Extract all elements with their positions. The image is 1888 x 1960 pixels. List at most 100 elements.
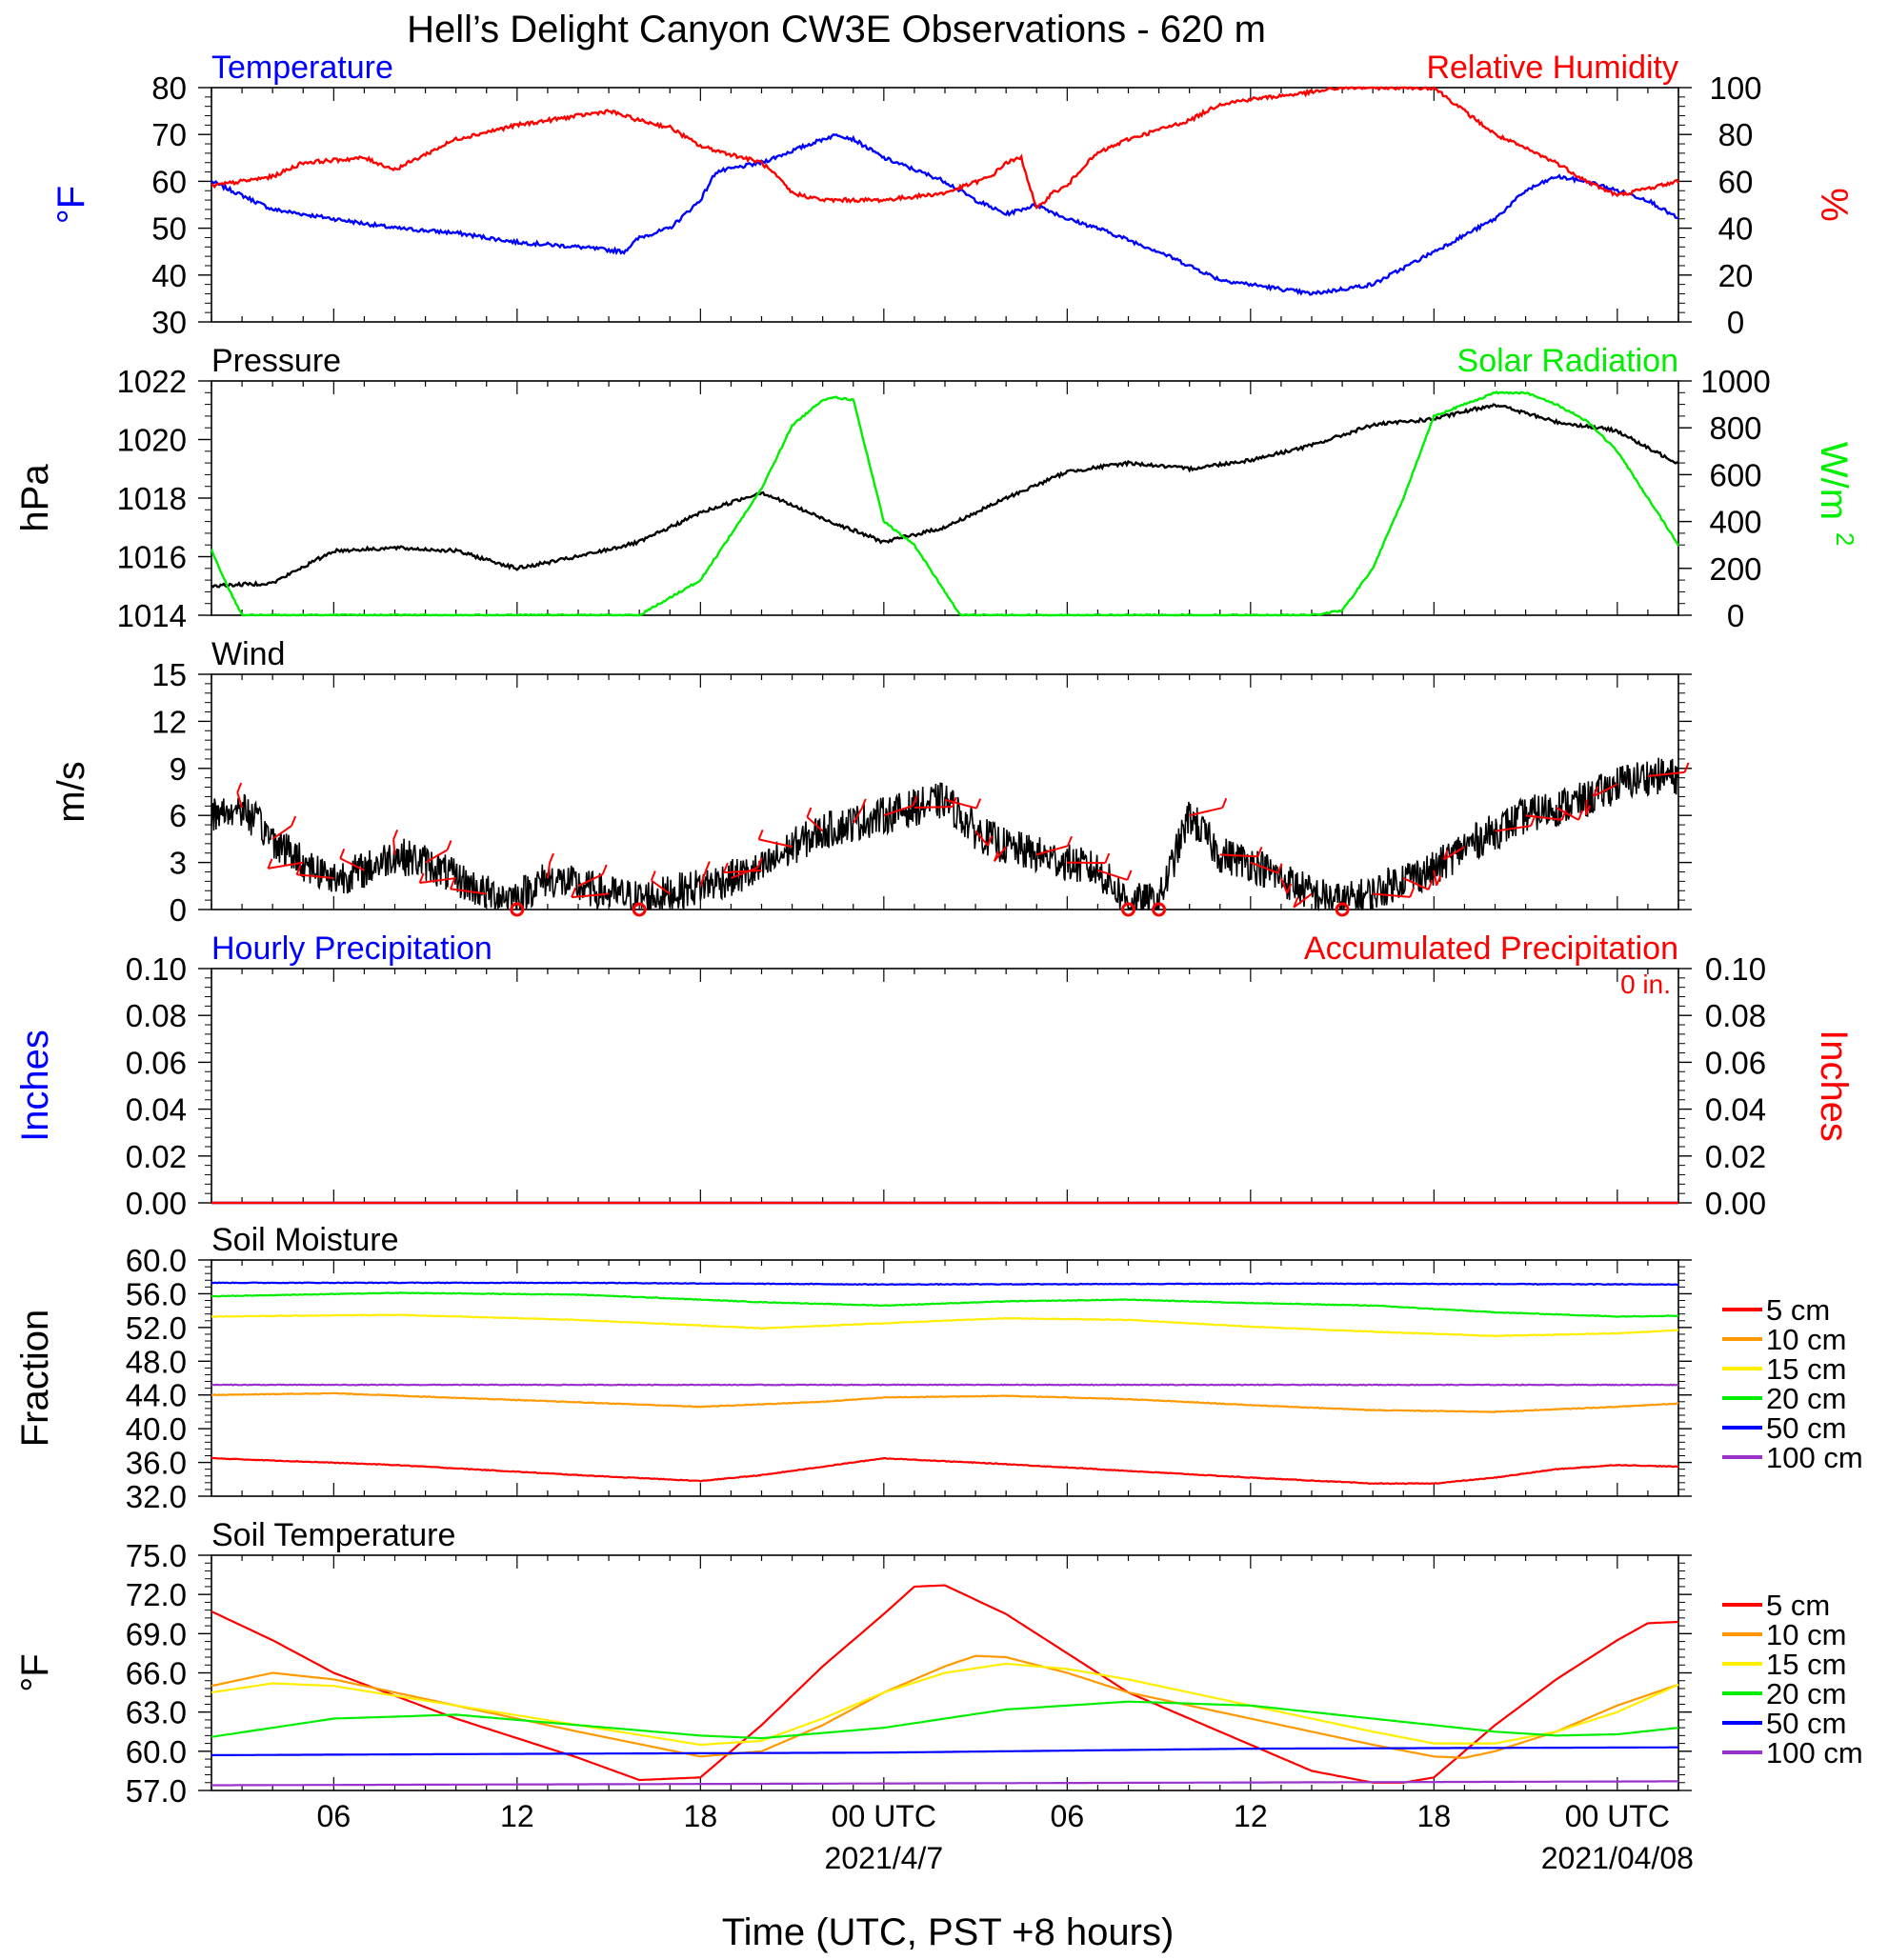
wind-barb-feather <box>756 857 763 869</box>
wind-y-tick-label: 3 <box>170 846 187 881</box>
temp-rh-y2-tick-label: 100 <box>1709 70 1761 106</box>
wind-barb <box>268 861 304 870</box>
temp-rh-y2-tick-label: 40 <box>1718 211 1754 247</box>
time-tick-label: 00 UTC <box>832 1799 936 1833</box>
temp-rh-y2-tick-label: 0 <box>1727 305 1744 340</box>
wind-barb <box>1373 892 1411 898</box>
wind-barb-feather <box>1256 846 1263 857</box>
soil-moisture-line <box>211 1391 1679 1413</box>
soil-temp-legend-label: 50 cm <box>1766 1707 1846 1740</box>
soil-moisture-legend-label: 15 cm <box>1766 1352 1846 1386</box>
soil-moisture-y-tick-label: 36.0 <box>126 1446 187 1481</box>
time-tick-label: 06 <box>1051 1799 1085 1833</box>
solar-unit-group: W/m 2 <box>1813 442 1859 547</box>
accum-precip-unit: Inches <box>1813 1030 1855 1142</box>
wind-barb-feather <box>722 862 729 873</box>
soil-temp-y-tick-label: 66.0 <box>126 1656 187 1691</box>
wind-barb <box>974 830 989 847</box>
wind-barb <box>1279 877 1289 894</box>
soil-moisture-y-tick-label: 32.0 <box>126 1479 187 1514</box>
wind-barb-feather <box>339 849 346 859</box>
calm-wind-marker <box>510 902 525 917</box>
wind-barb <box>1067 861 1106 865</box>
wind-barb <box>1556 807 1579 821</box>
wind-barb <box>723 869 762 874</box>
time-tick-label: 12 <box>500 1799 534 1833</box>
wind-barb <box>271 825 292 840</box>
soil-moisture-title: Soil Moisture <box>211 1222 399 1258</box>
precip-y2-tick-label: 0.08 <box>1705 998 1766 1033</box>
calm-wind-marker <box>1152 902 1167 917</box>
wind-barb-feather <box>446 840 452 850</box>
temp-rh-y-tick-label: 60 <box>151 164 187 199</box>
wind-barb <box>944 798 977 810</box>
solar-radiation-title: Solar Radiation <box>1457 343 1678 379</box>
wind-barb-feather <box>1067 835 1073 847</box>
wind-barb-feather <box>987 835 994 847</box>
solar-radiation-line <box>210 390 1680 617</box>
temp-rh-y-tick-label: 80 <box>151 70 187 106</box>
wind-barb <box>1443 846 1465 861</box>
wind-barb-feather <box>1293 897 1299 909</box>
wind-barb <box>914 806 953 809</box>
wind-barb <box>1097 869 1128 881</box>
calm-wind-marker <box>1335 902 1350 917</box>
soil-moisture-line <box>211 1383 1679 1387</box>
pressure-y-tick-label: 1020 <box>117 423 187 458</box>
hourly-precip-title: Hourly Precipitation <box>211 930 492 967</box>
temperature-title: Temperature <box>211 50 393 86</box>
time-tick-label: 00 UTC <box>1565 1799 1670 1833</box>
soil-temp-legend-label: 20 cm <box>1766 1677 1846 1710</box>
x-axis-label: Time (UTC, PST +8 hours) <box>722 1911 1175 1953</box>
precip-y2-tick-label: 0.10 <box>1705 951 1766 987</box>
wind-barb-feather <box>291 815 297 827</box>
soil-temp-y-tick-label: 63.0 <box>126 1695 187 1730</box>
wind-barb-feather <box>757 830 764 840</box>
pressure-unit: hPa <box>14 464 56 532</box>
precip-y2-tick-label: 0.04 <box>1705 1092 1766 1128</box>
wind-barb <box>1293 892 1313 909</box>
wind-barb-feather <box>993 850 999 862</box>
wind-y-tick-label: 0 <box>170 892 187 928</box>
soil-moisture-legend-label: 10 cm <box>1766 1323 1846 1356</box>
humidity-title: Relative Humidity <box>1426 50 1678 86</box>
wind-barb <box>577 873 604 888</box>
wind-barb <box>1219 853 1258 858</box>
wind-barb-feather <box>1409 887 1416 898</box>
wind-barb <box>1495 825 1532 832</box>
soil-temp-legend-label: 10 cm <box>1766 1618 1846 1651</box>
wind-barb-feather <box>267 858 273 870</box>
wind-barb-feather <box>860 798 867 810</box>
soil-moisture-legend-label: 50 cm <box>1766 1411 1846 1445</box>
accum-precip-title: Accumulated Precipitation <box>1304 930 1678 967</box>
soil-moisture-y-tick-label: 52.0 <box>126 1310 187 1346</box>
wind-title: Wind <box>211 636 285 672</box>
wind-barb-feather <box>392 830 399 840</box>
temp-rh-y-tick-label: 40 <box>151 258 187 293</box>
pressure-y2-tick-label: 800 <box>1709 410 1761 446</box>
precip-y-tick-label: 0.04 <box>126 1092 187 1128</box>
wind-barb-feather <box>1577 810 1584 821</box>
wind-barb-feather <box>1221 797 1228 809</box>
wind-barb <box>883 804 914 817</box>
wind-barb <box>1647 770 1685 778</box>
wind-barb-feather <box>1530 815 1537 827</box>
precip-y-tick-label: 0.00 <box>126 1186 187 1221</box>
precip-y-tick-label: 0.10 <box>126 951 187 987</box>
soil-temp-y-tick-label: 75.0 <box>126 1538 187 1573</box>
soil-moisture-y-tick-label: 44.0 <box>126 1378 187 1413</box>
wind-y-tick-label: 9 <box>170 751 187 787</box>
wind-y-tick-label: 12 <box>151 704 187 739</box>
wind-speed-line <box>211 757 1679 912</box>
wind-barb <box>699 870 707 887</box>
soil-temperature-line <box>211 1746 1678 1757</box>
wind-barb-feather <box>1585 805 1591 816</box>
figure-title: Hell’s Delight Canyon CW3E Observations … <box>407 9 1266 50</box>
time-tick-label: 12 <box>1234 1799 1268 1833</box>
time-tick-label: 18 <box>684 1799 718 1833</box>
date-label: 2021/04/08 <box>1541 1841 1694 1875</box>
soil-moisture-y-tick-label: 56.0 <box>126 1276 187 1311</box>
wind-barb-feather <box>1104 852 1111 864</box>
solar-radiation-unit-superscript: 2 <box>1831 532 1859 546</box>
